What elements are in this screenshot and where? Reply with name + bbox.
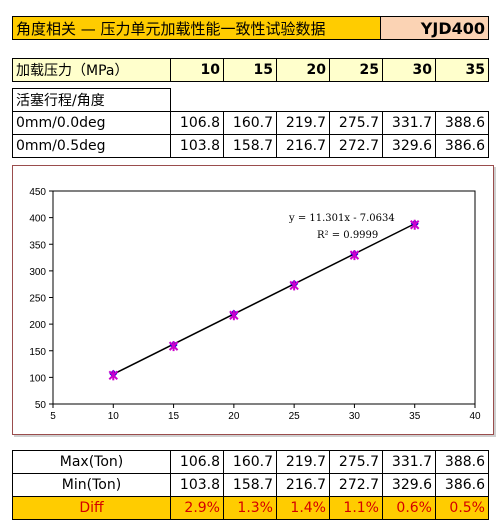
x-tick-label: 5	[50, 411, 56, 422]
blank-cell	[170, 88, 489, 112]
y-tick-label: 200	[29, 320, 46, 331]
cell-value: 158.7	[223, 473, 277, 497]
cell-value: 331.7	[382, 450, 436, 474]
row-label: 0mm/0.0deg	[12, 111, 171, 135]
y-tick-label: 250	[29, 294, 46, 305]
data-point-series-2	[349, 250, 360, 261]
x-tick-label: 25	[289, 411, 301, 422]
page-title: 角度相关 — 压力单元加载性能一致性试验数据	[12, 16, 381, 40]
chart-area: 50 100 150 200 250 300 350 400 450 5 10 15 20 25 30 35 4…	[12, 165, 494, 435]
cell-value: 103.8	[170, 134, 224, 158]
cell-value: 331.7	[382, 111, 436, 135]
x-tick-label: 35	[409, 411, 421, 422]
table-row: Min(Ton) 103.8 158.7 216.7 272.7 329.6 3…	[12, 473, 489, 497]
cell-value: 272.7	[329, 473, 383, 497]
pressure-row: 加载压力（MPa） 10 15 20 25 30 35	[12, 58, 489, 82]
cell-value: 1.3%	[223, 496, 277, 520]
cell-value: 1.4%	[276, 496, 330, 520]
data-point-series-2	[168, 341, 179, 352]
title-bar: 角度相关 — 压力单元加载性能一致性试验数据 YJD400	[12, 16, 489, 40]
trend-equation: y = 11.301x - 7.0634	[288, 213, 395, 224]
data-point-series-2	[229, 310, 239, 321]
data-point-series-2	[410, 219, 420, 230]
y-tick-label: 450	[29, 187, 46, 198]
cell-value: 219.7	[276, 450, 330, 474]
cell-value: 2.9%	[170, 496, 224, 520]
y-tick-label: 100	[29, 373, 46, 384]
cell-value: 0.6%	[382, 496, 436, 520]
cell-value: 160.7	[223, 111, 277, 135]
y-tick-label: 400	[29, 214, 46, 225]
cell-value: 275.7	[329, 111, 383, 135]
chart-marks	[108, 219, 420, 381]
x-tick-label: 30	[349, 411, 361, 422]
cell-value: 0.5%	[435, 496, 489, 520]
chart-trendline	[112, 223, 416, 375]
y-tick-label: 350	[29, 240, 46, 251]
model-label: YJD400	[380, 16, 489, 40]
cell-value: 106.8	[170, 111, 224, 135]
pressure-label: 加载压力（MPa）	[12, 58, 171, 82]
pressure-value: 25	[329, 58, 383, 82]
cell-value: 216.7	[276, 134, 330, 158]
trendline	[112, 223, 416, 375]
cell-value: 106.8	[170, 450, 224, 474]
y-tick-label: 300	[29, 267, 46, 278]
pressure-value: 20	[276, 58, 330, 82]
data-point-series-2	[289, 280, 299, 291]
cell-value: 1.1%	[329, 496, 383, 520]
cell-value: 216.7	[276, 473, 330, 497]
x-tick-label: 15	[168, 411, 180, 422]
table-row: Max(Ton) 106.8 160.7 219.7 275.7 331.7 3…	[12, 450, 489, 474]
cell-value: 386.6	[435, 134, 489, 158]
pressure-value: 10	[170, 58, 224, 82]
cell-value: 388.6	[435, 111, 489, 135]
x-tick-label: 20	[228, 411, 240, 422]
data-table-header: 活塞行程/角度	[12, 88, 171, 112]
cell-value: 160.7	[223, 450, 277, 474]
cell-value: 219.7	[276, 111, 330, 135]
row-label: Min(Ton)	[12, 473, 171, 497]
row-label: Diff	[12, 496, 171, 520]
y-tick-label: 50	[35, 400, 47, 411]
table-row: 0mm/0.5deg 103.8 158.7 216.7 272.7 329.6…	[12, 134, 489, 158]
y-tick-label: 150	[29, 347, 46, 358]
cell-value: 388.6	[435, 450, 489, 474]
summary-table: Max(Ton) 106.8 160.7 219.7 275.7 331.7 3…	[12, 450, 489, 520]
table-row: 0mm/0.0deg 106.8 160.7 219.7 275.7 331.7…	[12, 111, 489, 135]
row-label: Max(Ton)	[12, 450, 171, 474]
pressure-value: 30	[382, 58, 436, 82]
chart-ticks: 50 100 150 200 250 300 350 400 450 5 10 15 20 25 30 35 4…	[29, 187, 481, 422]
cell-value: 158.7	[223, 134, 277, 158]
chart-svg: 50 100 150 200 250 300 350 400 450 5 10 15 20 25 30 35 4…	[29, 187, 481, 422]
table-row: Diff 2.9% 1.3% 1.4% 1.1% 0.6% 0.5%	[12, 496, 489, 520]
data-table: 活塞行程/角度 0mm/0.0deg 106.8 160.7 219.7 275…	[12, 88, 489, 158]
data-point-series-2	[108, 370, 118, 381]
pressure-value: 35	[435, 58, 489, 82]
pressure-value: 15	[223, 58, 277, 82]
cell-value: 103.8	[170, 473, 224, 497]
cell-value: 386.6	[435, 473, 489, 497]
cell-value: 329.6	[382, 134, 436, 158]
x-tick-label: 40	[469, 411, 481, 422]
row-label: 0mm/0.5deg	[12, 134, 171, 158]
x-tick-label: 10	[108, 411, 120, 422]
cell-value: 272.7	[329, 134, 383, 158]
cell-value: 329.6	[382, 473, 436, 497]
cell-value: 275.7	[329, 450, 383, 474]
trend-r-squared: R² = 0.9999	[317, 230, 378, 241]
